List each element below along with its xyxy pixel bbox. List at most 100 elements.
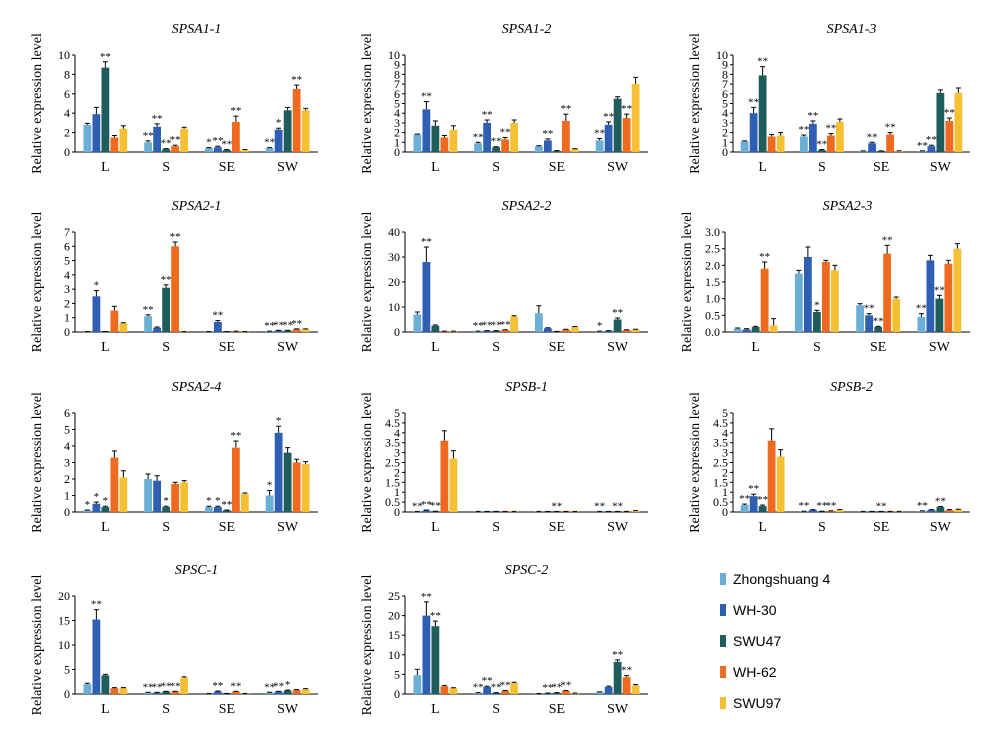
bar [856, 305, 865, 332]
y-tick-label: 3 [64, 456, 70, 470]
significance-label: ** [551, 500, 562, 512]
y-tick-label: 2 [722, 465, 728, 479]
x-tick-label: SE [873, 520, 889, 535]
chart-title: SPSA1-1 [172, 22, 222, 37]
significance-label: ** [542, 682, 553, 694]
x-tick-label: S [818, 520, 826, 535]
y-tick-label: 4 [64, 106, 70, 120]
bar [561, 120, 570, 152]
bar [936, 507, 945, 512]
bar [110, 688, 119, 694]
bar [292, 462, 301, 512]
bar [830, 270, 839, 332]
bar [483, 686, 492, 694]
bar [162, 287, 171, 332]
x-tick-label: SE [219, 520, 235, 535]
significance-label: ** [421, 236, 432, 248]
y-tick-label: 2 [722, 126, 728, 140]
bar [119, 688, 128, 694]
y-tick-label: 30 [388, 250, 400, 264]
significance-label: ** [491, 682, 502, 694]
x-tick-label: SE [219, 340, 235, 355]
significance-label: ** [500, 126, 511, 138]
significance-label: ** [143, 304, 154, 316]
bar [413, 314, 422, 332]
x-tick-label: L [101, 702, 110, 717]
bar [292, 88, 301, 152]
bar [510, 122, 519, 152]
y-tick-label: 4.5 [385, 416, 400, 430]
bar [492, 330, 501, 332]
y-tick-label: 3.5 [385, 436, 400, 450]
bar [92, 296, 101, 332]
significance-label: ** [170, 680, 181, 692]
bar [231, 691, 240, 694]
chart-title: SPSA2-4 [172, 380, 222, 395]
y-tick-label: 8 [722, 67, 728, 81]
significance-label: ** [291, 74, 302, 86]
chart-spsc-2: SPSC-2 Relative expression level 0 5 10 15 20 2… [360, 563, 648, 717]
significance-label: * [206, 137, 212, 149]
bar [283, 690, 292, 694]
y-axis-label: Relative expression level [360, 392, 375, 533]
significance-label: ** [560, 103, 571, 115]
significance-label: * [206, 495, 212, 507]
y-tick-label: 7 [64, 225, 70, 239]
bar [945, 120, 954, 152]
bar [613, 319, 622, 332]
bar [552, 151, 561, 152]
y-tick-label: 2.0 [705, 258, 720, 272]
bar [944, 263, 953, 332]
bar [895, 151, 904, 152]
significance-label: ** [748, 483, 759, 495]
x-tick-label: L [431, 702, 440, 717]
y-tick-label: 0 [64, 505, 70, 519]
x-tick-label: SE [549, 702, 565, 717]
y-tick-label: 10 [388, 648, 400, 662]
significance-label: ** [621, 103, 632, 115]
bar [180, 128, 189, 152]
y-axis-label: Relative expression level [30, 33, 45, 174]
y-tick-label: 0.0 [705, 325, 720, 339]
bar [171, 246, 180, 332]
significance-label: ** [612, 649, 623, 661]
bar [144, 142, 153, 152]
significance-label: ** [152, 113, 163, 125]
bar [561, 329, 570, 332]
y-axis-label: Relative expression level [680, 212, 695, 353]
y-tick-label: 3 [722, 446, 728, 460]
y-tick-label: 2 [394, 465, 400, 479]
bar [501, 330, 510, 332]
x-tick-label: S [492, 340, 500, 355]
chart-spsc-1: SPSC-1 Relative expression level 0 5 10 15 20 L… [30, 563, 318, 717]
bar [758, 506, 767, 512]
bar [534, 313, 543, 332]
significance-label: ** [612, 500, 623, 512]
bar [570, 693, 579, 694]
chart-spsa1-2: SPSA1-2 Relative expression level 01234567… [360, 22, 648, 175]
x-tick-label: SW [277, 340, 299, 355]
bar [622, 677, 631, 694]
bar [604, 124, 613, 152]
legend-swatch [720, 697, 726, 709]
y-tick-label: 5 [394, 406, 400, 420]
bar [561, 690, 570, 694]
y-tick-label: 10 [58, 638, 70, 652]
x-tick-label: L [101, 160, 110, 175]
significance-label: ** [916, 303, 927, 315]
significance-label: ** [482, 109, 493, 121]
bar [613, 661, 622, 694]
significance-label: ** [264, 681, 275, 693]
y-axis-label: Relative expression level [30, 392, 45, 533]
significance-label: ** [807, 110, 818, 122]
bar [492, 147, 501, 152]
legend-label: SWU47 [733, 633, 781, 649]
bar [431, 325, 440, 332]
legend-label: WH-62 [733, 664, 777, 680]
significance-label: ** [430, 500, 441, 512]
bar [83, 684, 92, 694]
x-tick-label: SE [219, 160, 235, 175]
bar [422, 262, 431, 332]
